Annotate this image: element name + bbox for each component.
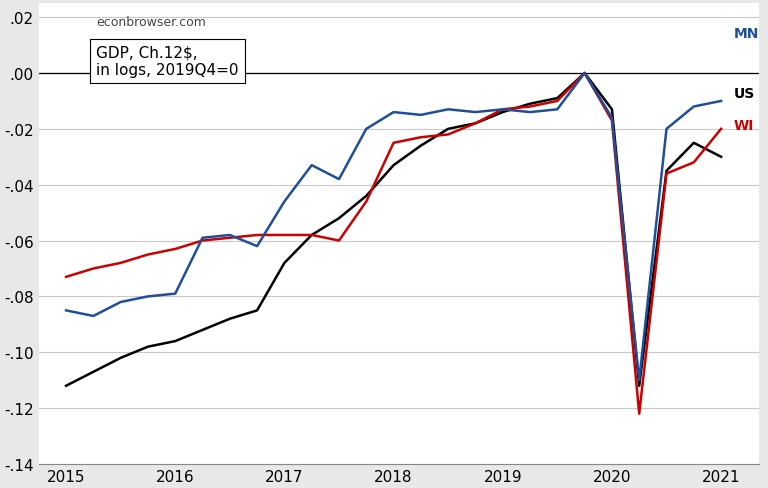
WI [389, 141, 398, 146]
WI [580, 71, 589, 77]
WI [525, 104, 535, 110]
US [580, 71, 589, 77]
MN [662, 127, 671, 133]
Line: WI: WI [66, 74, 721, 414]
MN [334, 177, 343, 183]
MN [225, 233, 234, 239]
MN [607, 116, 617, 122]
WI [444, 132, 453, 138]
MN [634, 378, 644, 384]
WI [334, 238, 343, 244]
US [662, 168, 671, 174]
Line: MN: MN [66, 74, 721, 381]
MN [525, 110, 535, 116]
MN [307, 163, 316, 169]
WI [116, 261, 125, 266]
MN [198, 235, 207, 241]
MN [444, 107, 453, 113]
WI [61, 274, 71, 280]
US [525, 102, 535, 107]
Text: econbrowser.com: econbrowser.com [97, 16, 207, 29]
Text: US: US [734, 87, 755, 101]
MN [89, 313, 98, 319]
US [280, 261, 289, 266]
US [498, 110, 508, 116]
MN [116, 300, 125, 305]
WI [198, 238, 207, 244]
US [607, 107, 617, 113]
US [717, 155, 726, 161]
MN [61, 308, 71, 314]
WI [280, 233, 289, 239]
US [444, 127, 453, 133]
US [471, 121, 480, 127]
WI [144, 252, 153, 258]
US [334, 216, 343, 222]
MN [253, 244, 262, 249]
MN [717, 99, 726, 104]
WI [362, 199, 371, 205]
WI [307, 233, 316, 239]
MN [553, 107, 562, 113]
WI [553, 99, 562, 104]
WI [225, 235, 234, 241]
US [144, 344, 153, 350]
US [553, 96, 562, 102]
WI [471, 121, 480, 127]
MN [416, 113, 425, 119]
MN [471, 110, 480, 116]
WI [498, 107, 508, 113]
MN [580, 71, 589, 77]
WI [416, 135, 425, 141]
US [61, 383, 71, 389]
US [689, 141, 698, 146]
WI [170, 246, 180, 252]
US [362, 194, 371, 200]
MN [280, 199, 289, 205]
WI [253, 233, 262, 239]
MN [170, 291, 180, 297]
US [170, 339, 180, 345]
WI [89, 266, 98, 272]
MN [144, 294, 153, 300]
MN [389, 110, 398, 116]
US [416, 143, 425, 149]
US [634, 383, 644, 389]
US [198, 327, 207, 333]
MN [498, 107, 508, 113]
MN [362, 127, 371, 133]
US [89, 369, 98, 375]
US [116, 355, 125, 361]
US [253, 308, 262, 314]
US [389, 163, 398, 169]
WI [662, 171, 671, 177]
WI [689, 160, 698, 166]
WI [634, 411, 644, 417]
WI [717, 127, 726, 133]
MN [689, 104, 698, 110]
US [225, 316, 234, 322]
Line: US: US [66, 74, 721, 386]
Text: WI: WI [734, 119, 754, 133]
WI [607, 118, 617, 124]
Text: MN: MN [734, 27, 760, 41]
Text: GDP, Ch.12$,
in logs, 2019Q4=0: GDP, Ch.12$, in logs, 2019Q4=0 [97, 45, 239, 78]
US [307, 233, 316, 239]
